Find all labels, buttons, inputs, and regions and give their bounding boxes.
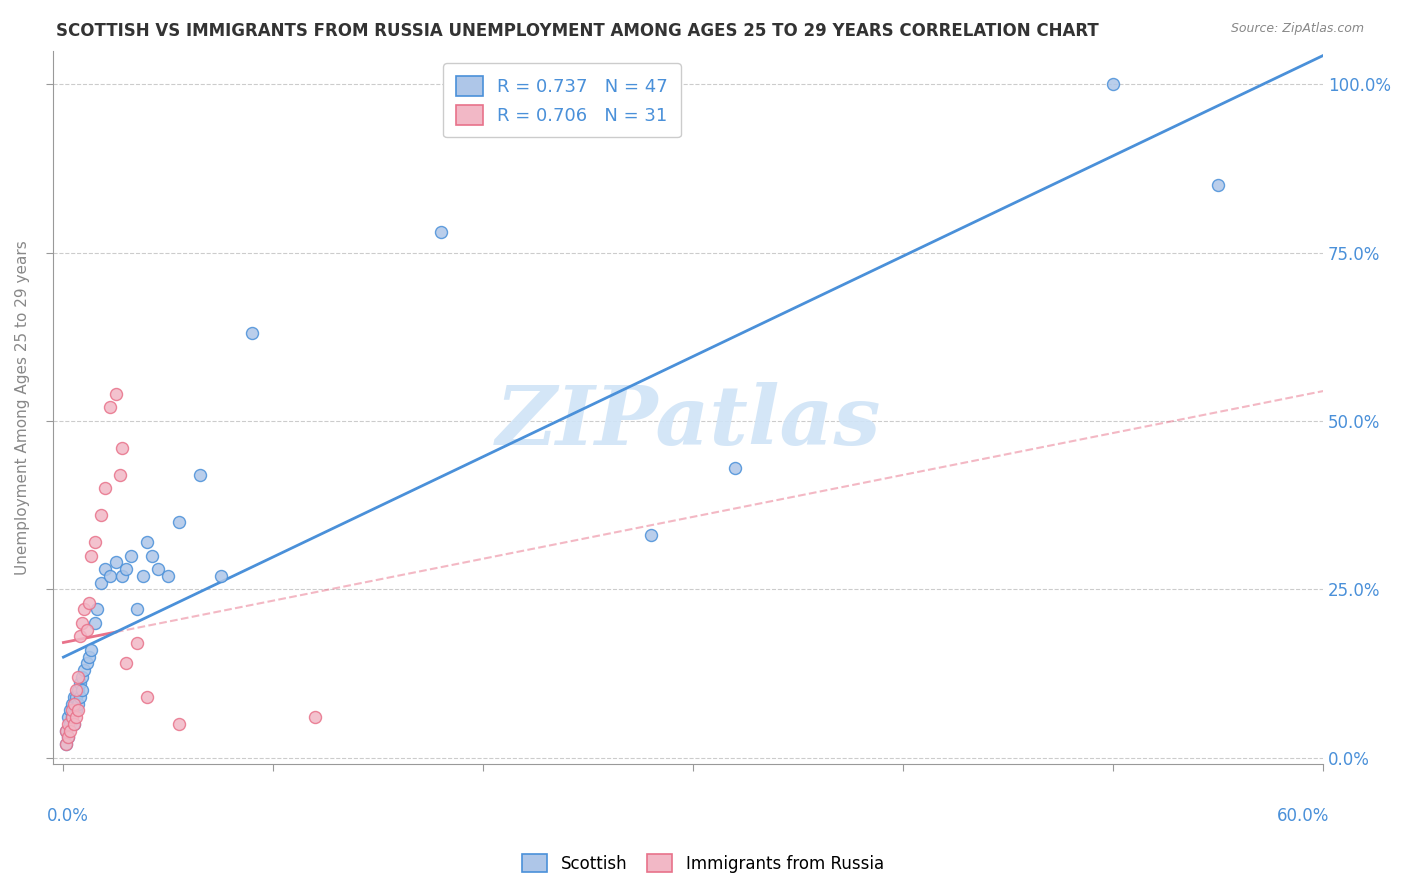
Point (115, 657, 138, 671)
Point (80, 643, 103, 657)
Point (125, 602, 148, 616)
Point (146, 562, 169, 576)
Point (56, 710, 79, 724)
Point (94, 562, 117, 576)
Point (111, 568, 134, 582)
Point (84, 535, 107, 549)
Point (55, 723, 77, 738)
Point (63, 697, 86, 711)
Point (69, 676, 91, 690)
Point (56, 731, 79, 745)
Text: SCOTTISH VS IMMIGRANTS FROM RUSSIA UNEMPLOYMENT AMONG AGES 25 TO 29 YEARS CORREL: SCOTTISH VS IMMIGRANTS FROM RUSSIA UNEMP… (56, 22, 1099, 40)
Point (86, 602, 108, 616)
Y-axis label: Unemployment Among Ages 25 to 29 years: Unemployment Among Ages 25 to 29 years (15, 240, 30, 574)
Point (60, 697, 83, 711)
Point (188, 467, 211, 482)
Point (120, 549, 142, 563)
Point (67, 703, 90, 717)
Point (56, 731, 79, 745)
Point (59, 717, 82, 731)
Point (640, 528, 662, 542)
Point (77, 596, 100, 610)
Point (77, 649, 100, 664)
Point (157, 568, 180, 582)
Point (72, 670, 94, 684)
Point (60, 703, 83, 717)
Point (304, 710, 326, 724)
Point (209, 568, 232, 582)
Point (55, 737, 77, 751)
Point (84, 615, 107, 630)
Point (1206, 178, 1229, 193)
Point (132, 568, 155, 582)
Point (1102, 78, 1125, 92)
Point (60, 710, 83, 724)
Point (60, 710, 83, 724)
Text: ZIPatlas: ZIPatlas (495, 382, 880, 462)
Point (94, 481, 117, 495)
Point (59, 723, 82, 738)
Point (98, 568, 121, 582)
Legend: Scottish, Immigrants from Russia: Scottish, Immigrants from Russia (516, 847, 890, 880)
Point (76, 657, 98, 671)
Point (80, 549, 103, 563)
Point (65, 710, 87, 724)
Point (69, 690, 91, 704)
Point (63, 703, 86, 717)
Point (724, 461, 747, 475)
Point (90, 575, 112, 590)
Point (104, 387, 127, 401)
Text: 60.0%: 60.0% (1277, 807, 1330, 825)
Point (65, 703, 87, 717)
Point (73, 663, 96, 677)
Point (72, 683, 94, 698)
Point (67, 670, 90, 684)
Point (240, 326, 263, 341)
Point (141, 549, 163, 563)
Point (67, 697, 90, 711)
Point (167, 515, 190, 529)
Point (55, 723, 77, 738)
Point (63, 690, 86, 704)
Point (136, 690, 159, 704)
Point (59, 703, 82, 717)
Point (115, 562, 138, 576)
Point (104, 555, 127, 569)
Point (167, 717, 190, 731)
Point (65, 690, 87, 704)
Point (67, 683, 90, 698)
Point (90, 508, 112, 523)
Legend: R = 0.737   N = 47, R = 0.706   N = 31: R = 0.737 N = 47, R = 0.706 N = 31 (443, 63, 681, 137)
Point (111, 441, 134, 455)
Text: Source: ZipAtlas.com: Source: ZipAtlas.com (1230, 22, 1364, 36)
Point (65, 683, 87, 698)
Text: 0.0%: 0.0% (46, 807, 89, 825)
Point (430, 226, 453, 240)
Point (69, 629, 91, 643)
Point (136, 535, 159, 549)
Point (73, 602, 96, 616)
Point (56, 717, 79, 731)
Point (98, 401, 121, 415)
Point (108, 467, 131, 482)
Point (125, 636, 148, 650)
Point (63, 717, 86, 731)
Point (72, 615, 94, 630)
Point (63, 717, 86, 731)
Point (55, 737, 77, 751)
Point (76, 623, 98, 637)
